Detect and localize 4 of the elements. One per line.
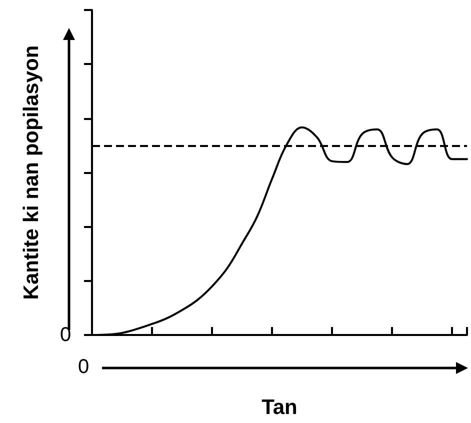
x-axis-title: Tan [262,396,298,419]
text: 0 [78,356,90,379]
y-axis-title: Kantite ki nan popilasyon [20,45,43,300]
text: 0 [60,324,72,347]
